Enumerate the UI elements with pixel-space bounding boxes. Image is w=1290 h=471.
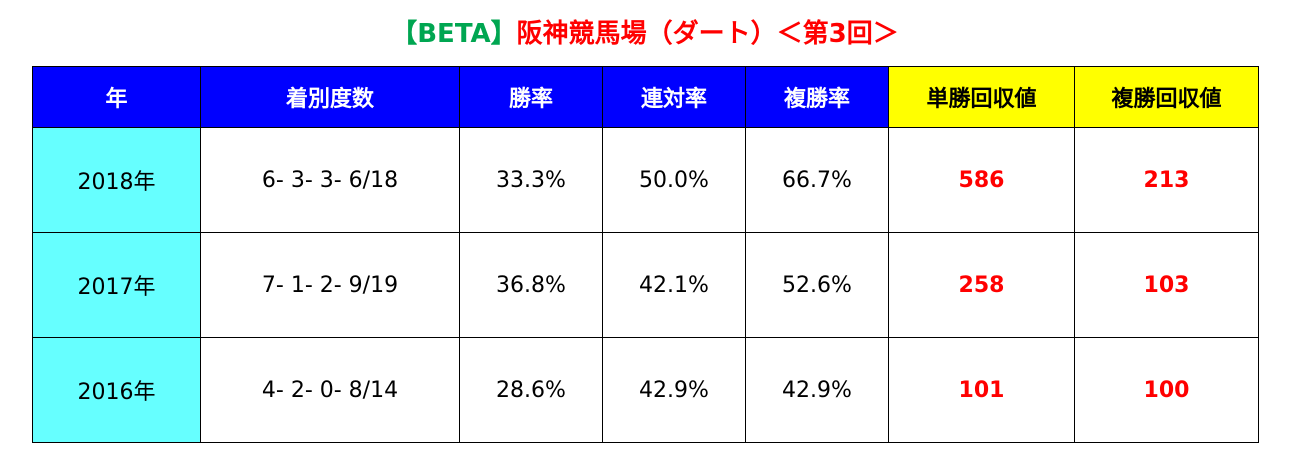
title-main: 阪神競馬場（ダート）＜第3回＞ xyxy=(516,19,899,49)
header-cell: 連対率 xyxy=(602,66,746,128)
table-cell: 2018年 xyxy=(32,127,201,233)
table-body: 2018年 6- 3- 3- 6/18 33.3% 50.0% 66.7% 586 213 2… xyxy=(32,127,1259,443)
table-cell: 4- 2- 0- 8/14 xyxy=(200,337,460,443)
table-cell: 101 xyxy=(888,337,1075,443)
header-cell: 着別度数 xyxy=(200,66,460,128)
table-cell: 2016年 xyxy=(32,337,201,443)
title-prefix: 【BETA】 xyxy=(391,19,517,49)
title: 【BETA】阪神競馬場（ダート）＜第3回＞ xyxy=(0,14,1290,54)
table-cell: 103 xyxy=(1074,232,1259,338)
table-row: 2017年 7- 1- 2- 9/19 36.8% 42.1% 52.6% 258 103 xyxy=(32,232,1259,338)
table-cell: 33.3% xyxy=(459,127,603,233)
table-cell: 36.8% xyxy=(459,232,603,338)
table-cell: 42.1% xyxy=(602,232,746,338)
table-cell: 100 xyxy=(1074,337,1259,443)
header-cell: 複勝回収値 xyxy=(1074,66,1259,128)
table-row: 2016年 4- 2- 0- 8/14 28.6% 42.9% 42.9% 101 100 xyxy=(32,337,1259,443)
header-cell: 勝率 xyxy=(459,66,603,128)
results-table: 年着別度数 勝率 連対率 複勝率 単勝回収値 複勝回収値 2018年 6- 3- 3- 6/… xyxy=(32,66,1259,443)
table-cell: 66.7% xyxy=(745,127,889,233)
table-cell: 2017年 xyxy=(32,232,201,338)
table-cell: 586 xyxy=(888,127,1075,233)
header-cell: 複勝率 xyxy=(745,66,889,128)
table-cell: 52.6% xyxy=(745,232,889,338)
table-row: 2018年 6- 3- 3- 6/18 33.3% 50.0% 66.7% 586 213 xyxy=(32,127,1259,233)
header-cell: 年 xyxy=(32,66,201,128)
table-cell: 42.9% xyxy=(745,337,889,443)
table-cell: 6- 3- 3- 6/18 xyxy=(200,127,460,233)
header-cell: 単勝回収値 xyxy=(888,66,1075,128)
table-cell: 42.9% xyxy=(602,337,746,443)
table-cell: 213 xyxy=(1074,127,1259,233)
table-cell: 28.6% xyxy=(459,337,603,443)
table-cell: 50.0% xyxy=(602,127,746,233)
header-row: 年着別度数 勝率 連対率 複勝率 単勝回収値 複勝回収値 xyxy=(32,66,1259,128)
table-cell: 258 xyxy=(888,232,1075,338)
table-cell: 7- 1- 2- 9/19 xyxy=(200,232,460,338)
